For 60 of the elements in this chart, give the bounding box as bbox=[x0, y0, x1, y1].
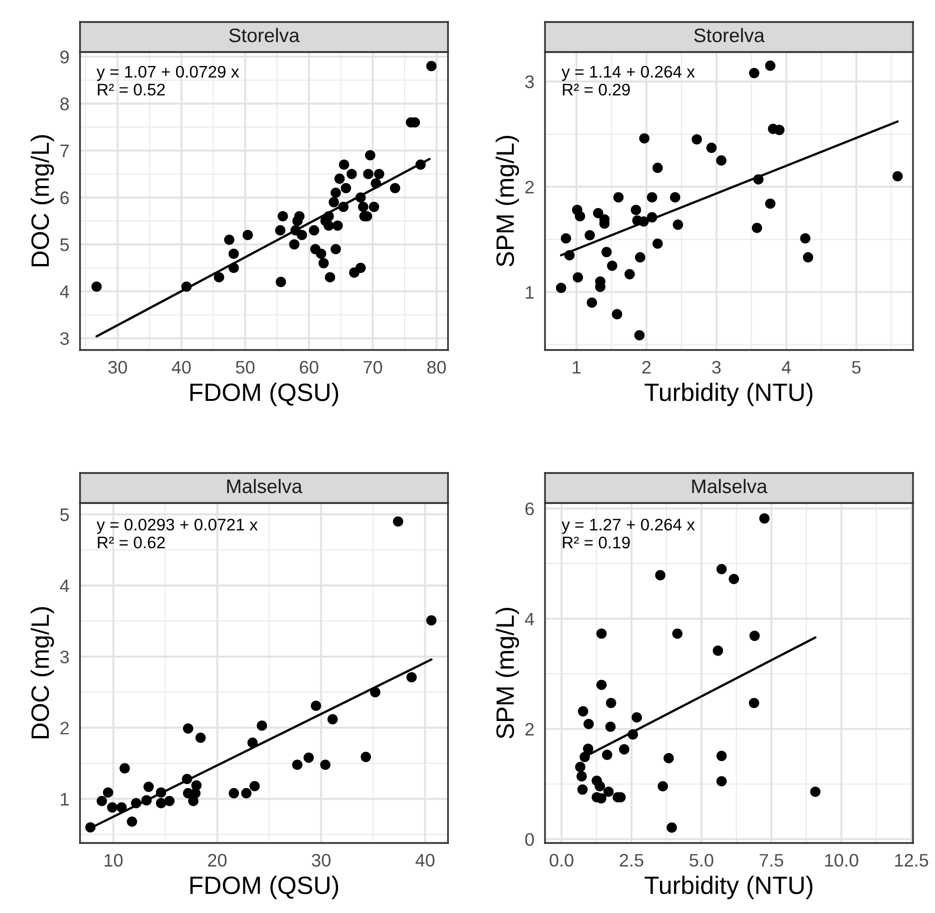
y-tick-label: 3 bbox=[60, 650, 69, 664]
y-tick-label: 9 bbox=[60, 50, 69, 64]
x-tick-label: 5 bbox=[852, 361, 861, 374]
y-axis-title: SPM (mg/L) bbox=[496, 608, 519, 739]
y-tick-label: 1 bbox=[60, 793, 69, 806]
annotation: y = 1.27 + 0.264 x bbox=[562, 518, 695, 534]
x-tick-label: 1 bbox=[572, 361, 581, 374]
y-tick-label: 2 bbox=[525, 722, 534, 736]
x-tick-label: 30 bbox=[108, 360, 127, 374]
x-tick-label: 12.5 bbox=[895, 854, 928, 867]
y-axis-title: SPM (mg/L) bbox=[496, 136, 519, 267]
x-axis-title: FDOM (QSU) bbox=[190, 876, 338, 900]
x-tick-label: 7.5 bbox=[760, 854, 784, 867]
x-tick-label: 4 bbox=[782, 361, 791, 374]
chart-title: Malselva bbox=[692, 478, 768, 494]
annotation: R² = 0.29 bbox=[562, 84, 630, 96]
x-tick-label: 5.0 bbox=[690, 854, 714, 867]
y-tick-label: 7 bbox=[60, 144, 69, 158]
y-axis-title: DOC (mg/L) bbox=[30, 135, 54, 266]
annotation: y = 1.07 + 0.0729 x bbox=[96, 66, 240, 81]
x-tick-label: 30 bbox=[312, 854, 331, 867]
x-tick-label: 80 bbox=[427, 360, 446, 374]
y-tick-label: 4 bbox=[60, 285, 70, 298]
y-tick-label: 3 bbox=[60, 332, 69, 345]
x-axis-title: Turbidity (NTU) bbox=[644, 382, 812, 406]
chart-title: Storelva bbox=[229, 28, 300, 42]
y-tick-label: 5 bbox=[60, 238, 69, 252]
x-tick-label: 40 bbox=[172, 360, 191, 374]
annotation: R² = 0.62 bbox=[98, 536, 165, 548]
x-tick-label: 50 bbox=[236, 360, 255, 374]
x-tick-label: 40 bbox=[416, 854, 434, 867]
x-tick-label: 60 bbox=[300, 360, 318, 374]
annotation: y = 1.14 + 0.264 x bbox=[562, 66, 695, 81]
y-tick-label: 4 bbox=[524, 612, 534, 626]
x-tick-label: 10.0 bbox=[825, 854, 858, 867]
y-tick-label: 1 bbox=[526, 286, 534, 299]
x-tick-label: 3 bbox=[712, 360, 721, 374]
x-tick-label: 20 bbox=[208, 854, 227, 867]
y-tick-label: 3 bbox=[525, 75, 534, 88]
x-tick-label: 2 bbox=[642, 360, 651, 374]
annotation: R² = 0.19 bbox=[562, 536, 630, 548]
y-tick-label: 2 bbox=[60, 722, 69, 734]
y-tick-label: 6 bbox=[60, 191, 69, 204]
x-tick-label: 2.5 bbox=[620, 854, 644, 867]
x-tick-label: 0.0 bbox=[550, 854, 574, 867]
annotation: y = 0.0293 + 0.0721 x bbox=[96, 518, 258, 534]
y-tick-label: 6 bbox=[525, 502, 534, 516]
y-axis-title: DOC (mg/L) bbox=[30, 607, 54, 738]
y-tick-label: 2 bbox=[525, 180, 534, 194]
x-tick-label: 70 bbox=[364, 360, 382, 374]
chart-title: Malselva bbox=[227, 478, 302, 494]
x-tick-label: 10 bbox=[104, 854, 123, 867]
y-tick-label: 5 bbox=[60, 508, 69, 522]
y-tick-label: 4 bbox=[60, 580, 70, 592]
chart-title: Storelva bbox=[694, 28, 765, 42]
x-axis-title: Turbidity (NTU) bbox=[644, 876, 812, 900]
y-tick-label: 8 bbox=[60, 98, 69, 110]
y-tick-label: 0 bbox=[525, 833, 534, 846]
annotation: R² = 0.52 bbox=[98, 84, 165, 96]
x-axis-title: FDOM (QSU) bbox=[190, 382, 338, 406]
